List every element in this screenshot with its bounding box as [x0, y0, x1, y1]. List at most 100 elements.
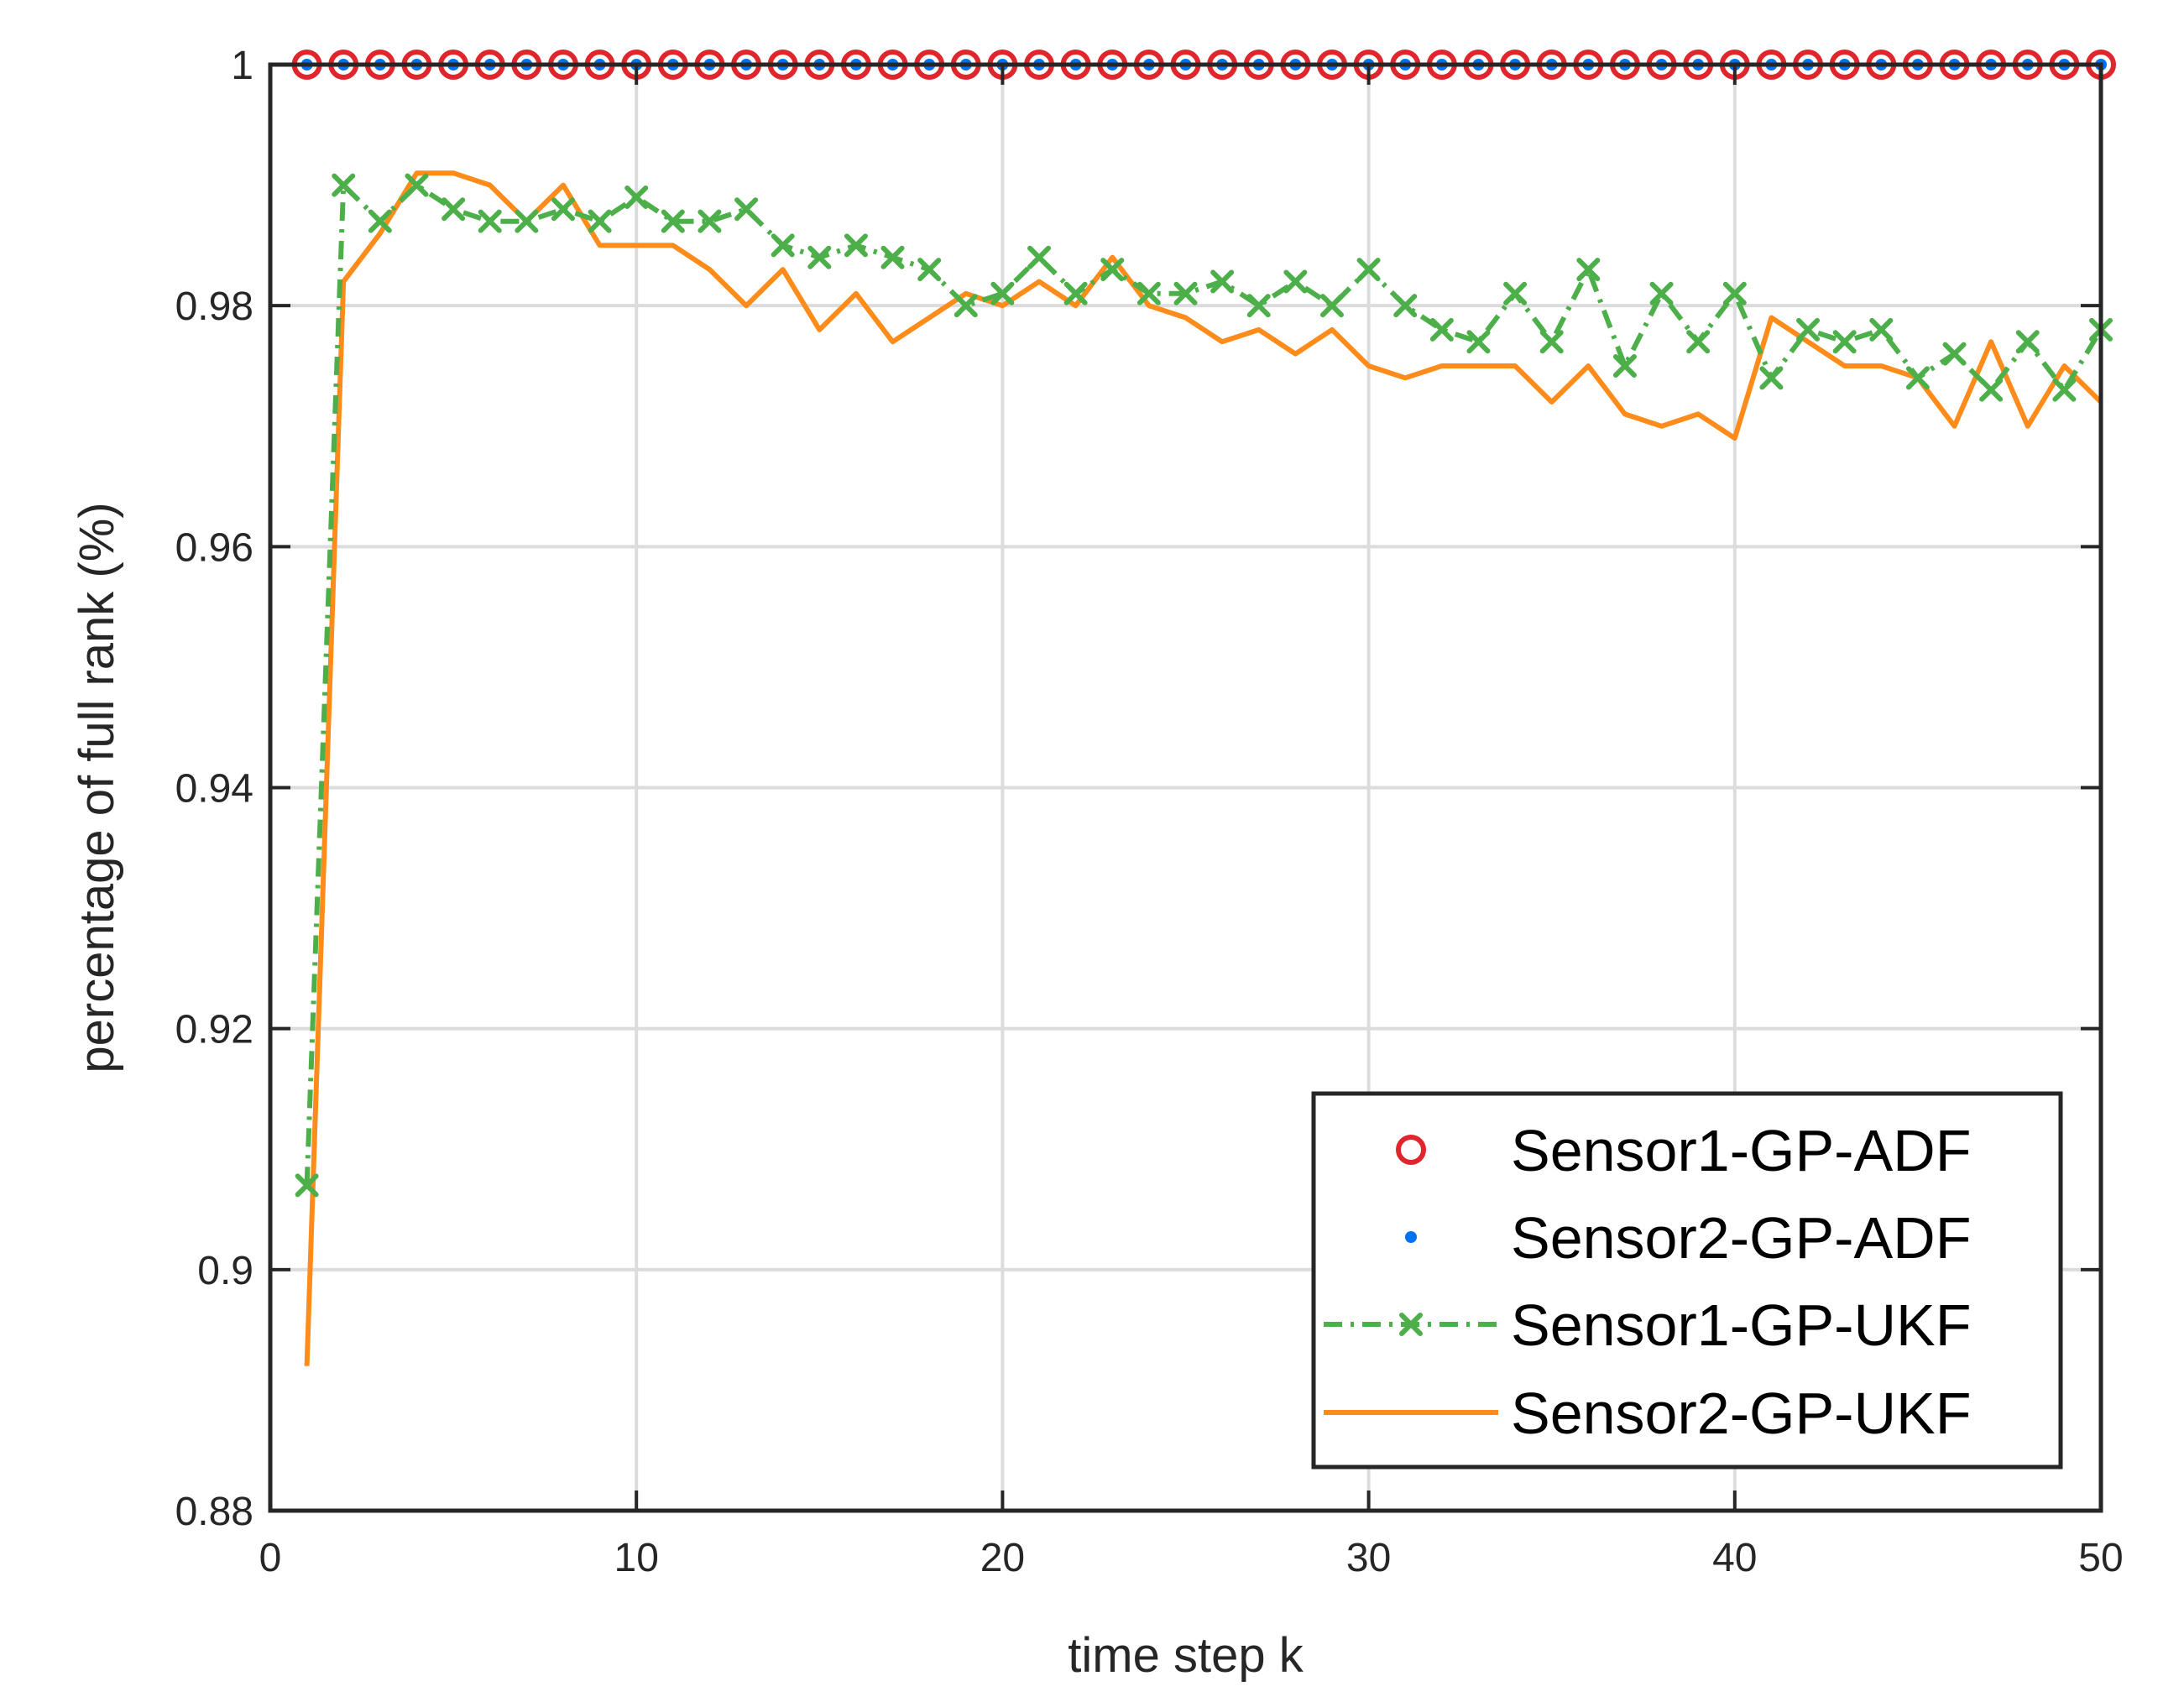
legend-marker-sample: [1405, 1231, 1417, 1243]
x-stroke: [295, 1173, 319, 1198]
legend-marker-sample: [1399, 1313, 1423, 1336]
x-stroke: [1869, 317, 1894, 342]
x-stroke: [2015, 330, 2040, 354]
data-point-sensor1-gp-ukf: [1027, 245, 1052, 269]
data-point-sensor1-gp-ukf: [1759, 366, 1784, 390]
y-tick-label: 1: [231, 44, 253, 88]
x-stroke: [1356, 258, 1381, 282]
y-axis-label: percentage of full rank (%): [70, 502, 124, 1073]
legend-item: Sensor1-GP-UKF: [1324, 1292, 1971, 1358]
data-point-sensor1-gp-ukf: [551, 197, 575, 222]
x-stroke: [1136, 281, 1161, 305]
x-stroke: [368, 209, 392, 233]
x-stroke: [661, 209, 685, 233]
legend-label: Sensor2-GP-ADF: [1511, 1205, 1971, 1271]
data-point-sensor1-gp-ukf: [1686, 330, 1711, 354]
data-point-sensor1-gp-ukf: [1905, 366, 1930, 390]
y-tick-label: 0.9: [197, 1249, 253, 1293]
data-point-sensor1-gp-ukf: [442, 197, 466, 222]
x-stroke: [771, 233, 795, 258]
data-point-sensor1-gp-ukf: [515, 209, 539, 233]
data-point-sensor1-gp-ukf: [1210, 269, 1235, 294]
data-point-sensor1-gp-ukf: [844, 233, 868, 258]
x-stroke: [1466, 330, 1491, 354]
data-point-sensor1-gp-ukf: [1429, 317, 1454, 342]
x-stroke: [588, 209, 612, 233]
x-stroke: [1246, 294, 1271, 318]
data-point-sensor1-gp-ukf: [954, 294, 978, 318]
x-axis-label: time step k: [1068, 1628, 1304, 1683]
data-point-sensor1-gp-ukf: [1283, 269, 1308, 294]
data-point-sensor1-gp-ukf: [1393, 294, 1418, 318]
data-point-sensor1-gp-ukf: [624, 185, 649, 209]
y-tick-label: 0.92: [175, 1008, 253, 1052]
x-stroke: [917, 258, 942, 282]
x-stroke: [734, 197, 759, 222]
legend-item: Sensor1-GP-ADF: [1396, 1118, 1971, 1183]
legend-label: Sensor1-GP-ADF: [1511, 1118, 1971, 1183]
data-point-sensor1-gp-ukf: [1136, 281, 1161, 305]
x-stroke: [1503, 281, 1528, 305]
x-stroke: [1832, 330, 1857, 354]
data-point-sensor1-gp-ukf: [1832, 330, 1857, 354]
data-point-sensor1-gp-ukf: [1869, 317, 1894, 342]
x-stroke: [698, 209, 722, 233]
x-tick-label: 20: [980, 1536, 1025, 1580]
x-tick-label: 50: [2078, 1536, 2123, 1580]
legend-label: Sensor2-GP-UKF: [1511, 1381, 1971, 1446]
y-tick-label: 0.96: [175, 525, 253, 570]
data-point-sensor1-gp-ukf: [1576, 258, 1601, 282]
data-point-sensor1-gp-ukf: [734, 197, 759, 222]
x-stroke: [844, 233, 868, 258]
data-point-sensor1-gp-ukf: [1539, 330, 1564, 354]
x-stroke: [1576, 258, 1601, 282]
x-stroke: [1319, 294, 1344, 318]
x-stroke: [954, 294, 978, 318]
data-point-sensor1-gp-ukf: [295, 1173, 319, 1198]
legend-item: Sensor2-GP-UKF: [1324, 1381, 1971, 1446]
x-stroke: [551, 197, 575, 222]
data-point-sensor1-gp-ukf: [2015, 330, 2040, 354]
legend: Sensor1-GP-ADF Sensor2-GP-ADF Sensor1-GP-U…: [1311, 1091, 2063, 1470]
x-stroke: [1173, 281, 1198, 305]
x-stroke: [332, 173, 356, 197]
x-stroke: [478, 209, 502, 233]
data-point-sensor1-gp-ukf: [1979, 378, 2004, 402]
x-stroke: [1393, 294, 1418, 318]
x-stroke: [442, 197, 466, 222]
data-point-sensor1-gp-ukf: [661, 209, 685, 233]
data-point-sensor1-gp-ukf: [2052, 378, 2077, 402]
data-point-sensor1-gp-ukf: [698, 209, 722, 233]
data-point-sensor1-gp-ukf: [990, 281, 1015, 305]
x-stroke: [1429, 317, 1454, 342]
legend-label: Sensor1-GP-UKF: [1511, 1292, 1971, 1358]
x-tick-label: 40: [1712, 1536, 1757, 1580]
data-point-sensor1-gp-ukf: [807, 245, 832, 269]
x-stroke: [2052, 378, 2077, 402]
x-stroke: [1722, 281, 1747, 305]
x-tick-label: 30: [1346, 1536, 1391, 1580]
legend-box: [1311, 1091, 2063, 1470]
x-stroke: [1100, 258, 1125, 282]
x-stroke: [1612, 353, 1637, 378]
x-stroke: [1210, 269, 1235, 294]
x-stroke: [1759, 366, 1784, 390]
x-stroke: [515, 209, 539, 233]
series-sensor1-gp-ukf: [295, 173, 2113, 1198]
x-stroke: [1942, 342, 1967, 366]
data-point-sensor1-gp-ukf: [1356, 258, 1381, 282]
data-point-sensor1-gp-ukf: [405, 173, 429, 197]
data-point-sensor1-gp-ukf: [368, 209, 392, 233]
legend-marker-sample: [1396, 1135, 1426, 1165]
x-stroke: [1905, 366, 1930, 390]
data-point-sensor1-gp-ukf: [332, 173, 356, 197]
data-point-sensor1-gp-ukf: [1796, 317, 1821, 342]
x-stroke: [1979, 378, 2004, 402]
y-tick-label: 0.94: [175, 767, 253, 812]
x-stroke: [1539, 330, 1564, 354]
data-point-sensor1-gp-ukf: [917, 258, 942, 282]
x-stroke: [807, 245, 832, 269]
data-point-sensor1-gp-ukf: [1722, 281, 1747, 305]
data-point-sensor1-gp-ukf: [478, 209, 502, 233]
